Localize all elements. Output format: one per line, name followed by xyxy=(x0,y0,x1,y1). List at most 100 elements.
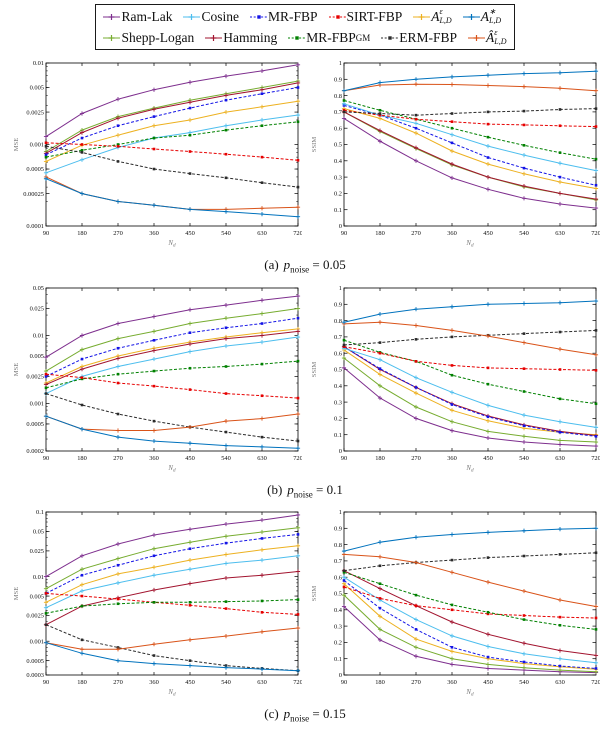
legend-label-scripts: ∗ L,D xyxy=(488,7,502,25)
y-axis-label: SSIM xyxy=(311,586,318,602)
series-sirt-fbp xyxy=(343,586,597,619)
series-mr-fbp-gm xyxy=(343,339,597,404)
svg-text:0.01: 0.01 xyxy=(33,60,44,67)
subfigure-caption-c: (c) pnoise = 0.15 xyxy=(9,706,601,724)
svg-text:270: 270 xyxy=(411,230,421,237)
legend-label: Â xyxy=(486,29,495,45)
svg-text:720: 720 xyxy=(591,455,600,462)
svg-text:630: 630 xyxy=(257,455,267,462)
svg-text:360: 360 xyxy=(447,455,457,462)
legend-item-mr-fbp-gm: MR-FBP GM xyxy=(288,30,370,46)
svg-text:720: 720 xyxy=(591,230,600,237)
series-a-star xyxy=(45,178,299,218)
x-axis-label: Nd xyxy=(167,240,176,249)
series-a-hat-eps xyxy=(45,627,299,650)
sirt-fbp-legend-marker-icon xyxy=(328,14,346,19)
svg-text:0.05: 0.05 xyxy=(33,529,44,536)
charts-row-b: 90 180 270 360 450 540 630 720 0.05 0.025 0.01 0.00… xyxy=(9,281,601,478)
legend-label: MR-FBP xyxy=(267,8,318,24)
figure-row-b: 90 180 270 360 450 540 630 720 0.05 0.025 0.01 0.00… xyxy=(9,281,601,500)
svg-text:0.6: 0.6 xyxy=(334,125,342,132)
x-axis-label: Nd xyxy=(167,689,176,698)
caption-var: p xyxy=(287,481,294,497)
svg-text:1: 1 xyxy=(339,509,342,516)
chart-mse-p01: 90 180 270 360 450 540 630 720 0.05 0.025 0.01 0.00… xyxy=(10,281,302,478)
series-sirt-fbp xyxy=(45,142,299,161)
a-star-legend-marker-icon xyxy=(462,13,480,20)
subfigure-caption-b: (b) pnoise = 0.1 xyxy=(9,482,601,500)
series-mr-fbp xyxy=(45,87,299,156)
svg-text:0.0001: 0.0001 xyxy=(26,223,44,230)
series-shepp-logan xyxy=(45,307,299,372)
svg-text:0.5: 0.5 xyxy=(334,142,342,149)
svg-text:0.0002: 0.0002 xyxy=(26,448,44,455)
svg-text:0.0003: 0.0003 xyxy=(26,672,44,679)
svg-text:0.5: 0.5 xyxy=(334,366,342,373)
svg-text:90: 90 xyxy=(341,679,347,686)
svg-text:0.0025: 0.0025 xyxy=(26,373,44,380)
legend-item-mr-fbp: MR-FBP xyxy=(249,8,318,25)
series-ram-lak xyxy=(45,64,299,138)
caption-value: = 0.05 xyxy=(312,257,346,272)
svg-text:0.3: 0.3 xyxy=(334,399,342,406)
series-a-eps xyxy=(45,100,299,162)
y-axis-label: MSE xyxy=(13,587,20,601)
y-axis-label: SSIM xyxy=(311,137,318,153)
y-axis-label: SSIM xyxy=(311,361,318,377)
series-shepp-logan xyxy=(343,111,597,201)
svg-text:0.4: 0.4 xyxy=(334,607,343,614)
svg-text:360: 360 xyxy=(149,230,159,237)
series-a-star xyxy=(343,70,597,92)
series-cosine xyxy=(45,114,299,174)
svg-text:450: 450 xyxy=(185,679,195,686)
svg-text:270: 270 xyxy=(113,455,123,462)
svg-text:0.001: 0.001 xyxy=(30,639,44,646)
legend-label: Hamming xyxy=(223,29,278,45)
series-mr-fbp xyxy=(343,104,597,186)
svg-text:720: 720 xyxy=(293,679,302,686)
svg-text:0.6: 0.6 xyxy=(334,575,342,582)
svg-text:0.0005: 0.0005 xyxy=(26,421,44,428)
svg-text:0.3: 0.3 xyxy=(334,174,342,181)
svg-text:0.3: 0.3 xyxy=(334,623,342,630)
legend-item-sirt-fbp: SIRT-FBP xyxy=(328,9,402,25)
svg-text:0.001: 0.001 xyxy=(30,400,44,407)
svg-text:0: 0 xyxy=(339,672,342,679)
x-axis-label: Nd xyxy=(465,240,474,249)
svg-text:0.01: 0.01 xyxy=(33,332,44,339)
figure-row-c: 90 180 270 360 450 540 630 720 0.1 0.05 0.025 0.01 0… xyxy=(9,506,601,724)
series-mr-fbp-gm xyxy=(343,572,597,631)
legend-label: Ram-Lak xyxy=(121,8,173,24)
series-a-hat-eps xyxy=(343,321,597,355)
svg-text:90: 90 xyxy=(341,230,347,237)
svg-text:90: 90 xyxy=(43,679,49,686)
series-cosine xyxy=(45,555,299,609)
svg-text:0.7: 0.7 xyxy=(334,334,343,341)
svg-text:0.0005: 0.0005 xyxy=(26,658,44,665)
series-sirt-fbp xyxy=(45,593,299,616)
svg-text:0.005: 0.005 xyxy=(30,85,44,92)
series-sirt-fbp xyxy=(343,345,597,371)
svg-text:0: 0 xyxy=(339,223,342,230)
series-cosine xyxy=(343,103,597,172)
series-hamming xyxy=(343,111,597,200)
svg-text:0.9: 0.9 xyxy=(334,301,342,308)
legend-label: Shepp-Logan xyxy=(121,29,195,45)
series-ram-lak xyxy=(45,514,299,578)
svg-text:0.025: 0.025 xyxy=(30,305,44,312)
svg-text:180: 180 xyxy=(375,455,385,462)
svg-text:540: 540 xyxy=(221,679,231,686)
series-shepp-logan xyxy=(343,357,597,443)
y-axis-label: MSE xyxy=(13,138,20,152)
series-cosine xyxy=(45,336,299,394)
svg-text:0.4: 0.4 xyxy=(334,383,343,390)
series-hamming xyxy=(45,82,299,154)
caption-index: (c) xyxy=(264,706,279,722)
svg-text:0.0005: 0.0005 xyxy=(26,166,44,173)
series-mr-fbp xyxy=(343,580,597,670)
series-hamming xyxy=(343,345,597,436)
series-erm-fbp xyxy=(45,392,299,442)
svg-text:0.5: 0.5 xyxy=(334,591,342,598)
